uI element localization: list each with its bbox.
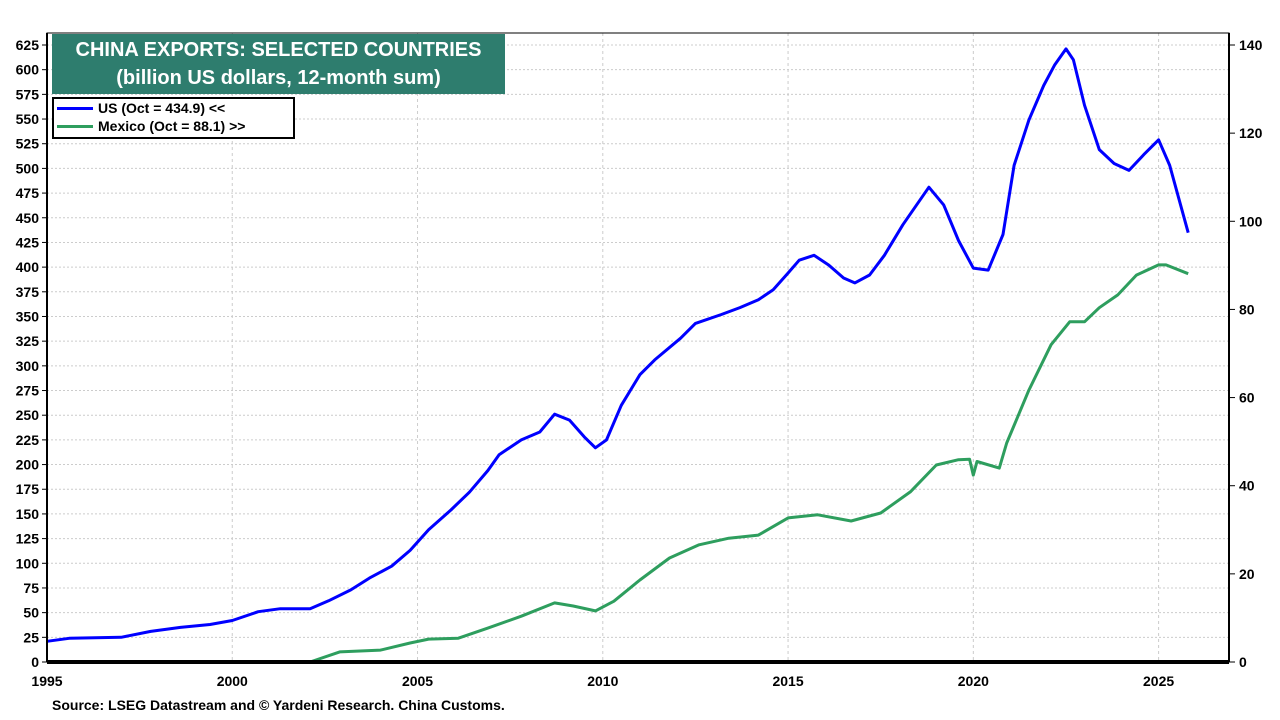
right-tick-label: 120	[1239, 125, 1263, 141]
left-tick-label: 200	[16, 457, 40, 473]
left-tick-label: 350	[16, 308, 40, 324]
right-tick-label: 60	[1239, 390, 1255, 406]
chart-title: CHINA EXPORTS: SELECTED COUNTRIES	[75, 39, 482, 61]
grid	[47, 33, 1229, 662]
x-tick-label: 2025	[1143, 673, 1174, 689]
left-tick-label: 450	[16, 210, 40, 226]
left-axis: 0 25 50 75 100 125 150 175 200 225 250 275 300 325 350…	[16, 37, 47, 670]
right-tick-label: 40	[1239, 478, 1255, 494]
left-tick-label: 425	[16, 234, 40, 250]
right-tick-label: 140	[1239, 37, 1263, 53]
left-tick-label: 475	[16, 185, 40, 201]
chart-subtitle: (billion US dollars, 12-month sum)	[116, 67, 441, 89]
legend-item-mexico: Mexico (Oct = 88.1) >>	[54, 117, 293, 135]
legend-item-us: US (Oct = 434.9) <<	[54, 99, 293, 117]
legend: US (Oct = 434.9) << Mexico (Oct = 88.1) …	[52, 97, 295, 139]
left-tick-label: 150	[16, 506, 40, 522]
left-tick-label: 225	[16, 432, 40, 448]
x-tick-label: 2020	[958, 673, 989, 689]
left-tick-label: 500	[16, 160, 40, 176]
left-tick-label: 75	[23, 580, 39, 596]
x-tick-label: 1995	[31, 673, 62, 689]
left-tick-label: 25	[23, 629, 39, 645]
left-tick-label: 0	[31, 654, 39, 670]
legend-swatch-us	[57, 106, 93, 110]
left-tick-label: 575	[16, 86, 40, 102]
left-tick-label: 100	[16, 555, 40, 571]
left-tick-label: 625	[16, 37, 40, 53]
left-tick-label: 50	[23, 605, 39, 621]
left-tick-label: 600	[16, 62, 40, 78]
x-tick-label: 2010	[587, 673, 618, 689]
series-line-us	[46, 47, 1190, 643]
x-tick-label: 2000	[217, 673, 248, 689]
left-tick-label: 275	[16, 383, 40, 399]
right-tick-label: 20	[1239, 566, 1255, 582]
left-tick-label: 125	[16, 531, 40, 547]
x-tick-label: 2015	[772, 673, 803, 689]
left-tick-label: 325	[16, 333, 40, 349]
series-lines	[46, 47, 1190, 664]
legend-label-mexico: Mexico (Oct = 88.1) >>	[98, 118, 246, 134]
left-tick-label: 300	[16, 358, 40, 374]
legend-label-us: US (Oct = 434.9) <<	[98, 100, 226, 116]
chart-title-box: CHINA EXPORTS: SELECTED COUNTRIES (billi…	[52, 34, 505, 94]
right-tick-label: 100	[1239, 213, 1263, 229]
left-tick-label: 375	[16, 284, 40, 300]
legend-swatch-mexico	[57, 124, 93, 128]
right-axis: 0 20 40 60 80 100 120 140	[1229, 37, 1263, 670]
series-line-mexico	[309, 263, 1189, 664]
x-axis: 1995 2000 2005 2010 2015 2020 2025	[31, 673, 1174, 689]
right-tick-label: 0	[1239, 654, 1247, 670]
left-tick-label: 175	[16, 481, 40, 497]
right-tick-label: 80	[1239, 301, 1255, 317]
left-tick-label: 250	[16, 407, 40, 423]
left-tick-label: 400	[16, 259, 40, 275]
left-tick-label: 525	[16, 136, 40, 152]
source-note: Source: LSEG Datastream and © Yardeni Re…	[52, 697, 505, 713]
x-tick-label: 2005	[402, 673, 433, 689]
left-tick-label: 550	[16, 111, 40, 127]
